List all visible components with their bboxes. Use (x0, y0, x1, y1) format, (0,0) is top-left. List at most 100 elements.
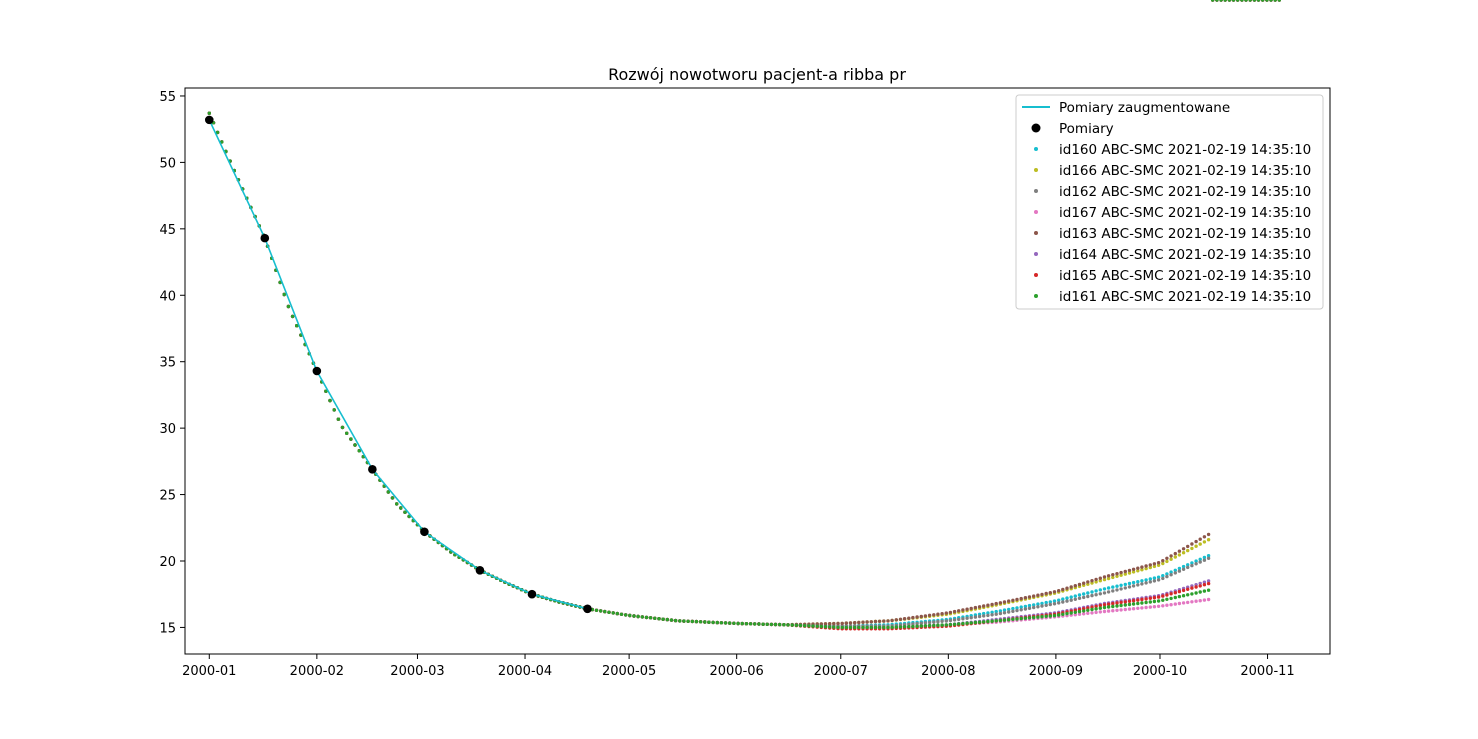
model-point (882, 625, 886, 630)
model-point (328, 398, 332, 403)
series-id162 (207, 0, 1281, 628)
y-tick-label: 25 (159, 489, 176, 504)
model-point (1211, 0, 1215, 2)
model-point (669, 618, 674, 622)
model-point (1094, 607, 1098, 611)
model-point (932, 620, 936, 624)
model-point (915, 624, 919, 628)
model-point (324, 389, 328, 393)
model-point (1040, 604, 1044, 608)
model-point (1057, 589, 1061, 593)
model-point (982, 614, 986, 618)
model-point (1119, 587, 1123, 591)
model-point (757, 622, 761, 626)
model-point (1202, 555, 1207, 560)
model-point (1144, 605, 1148, 610)
model-point (894, 618, 898, 622)
model-point (902, 617, 907, 621)
model-point (1181, 601, 1186, 605)
model-point (1186, 587, 1190, 591)
model-point (1190, 563, 1194, 568)
model-point (1181, 567, 1186, 571)
model-point (332, 408, 336, 412)
model-point (1136, 606, 1140, 610)
model-point (1131, 599, 1136, 603)
measurement-point (260, 233, 270, 243)
model-point (982, 604, 986, 608)
model-point (1248, 0, 1252, 2)
model-point (973, 620, 978, 625)
model-point (1115, 588, 1119, 592)
model-point (753, 622, 757, 626)
model-point (957, 622, 961, 626)
model-point (840, 625, 844, 630)
x-tick-label: 2000-05 (602, 664, 656, 679)
model-point (1061, 612, 1065, 616)
model-point (1198, 581, 1202, 586)
y-axis-ticks: 15 20 25 30 35 40 45 50 55 (159, 90, 185, 636)
model-point (952, 622, 957, 626)
model-point (1136, 598, 1140, 602)
model-point (1111, 585, 1115, 589)
model-point (1156, 599, 1161, 603)
model-point (819, 624, 823, 629)
model-point (1127, 585, 1132, 589)
model-point (1077, 609, 1082, 614)
model-point (1061, 587, 1065, 592)
model-point (832, 625, 836, 629)
model-point (723, 621, 728, 625)
model-point (1048, 614, 1053, 618)
model-point (1082, 592, 1086, 596)
model-point (349, 437, 353, 441)
model-point (990, 610, 994, 614)
model-point (345, 431, 349, 435)
model-point (1206, 579, 1211, 583)
model-point (390, 496, 395, 500)
model-point (932, 623, 936, 628)
model-point (848, 625, 853, 630)
model-point (990, 613, 994, 617)
model-point (1186, 600, 1190, 605)
model-point (1144, 600, 1148, 605)
model-point (1086, 608, 1090, 612)
model-point (673, 618, 678, 623)
model-point (1094, 593, 1098, 597)
x-tick-label: 2000-11 (1240, 664, 1294, 679)
x-tick-label: 2000-07 (814, 664, 868, 679)
chart-title: Rozwój nowotworu pacjent-a ribba pr (608, 65, 906, 84)
model-point (923, 621, 928, 625)
model-point (782, 623, 786, 627)
model-point (711, 620, 715, 625)
model-point (1148, 580, 1153, 584)
model-point (1198, 599, 1202, 603)
model-point (1173, 568, 1178, 572)
model-point (936, 623, 940, 627)
x-tick-label: 2000-09 (1029, 664, 1083, 679)
model-point (957, 609, 961, 613)
model-point (1190, 542, 1194, 546)
model-point (698, 620, 703, 624)
model-point (1144, 581, 1148, 585)
model-point (1123, 586, 1128, 590)
model-point (1090, 579, 1094, 583)
model-point (1152, 562, 1157, 566)
model-point (1181, 564, 1186, 569)
model-point (1111, 604, 1115, 609)
model-point (1094, 577, 1098, 582)
model-point (902, 625, 907, 629)
model-point (1115, 608, 1119, 612)
model-point (998, 611, 1003, 616)
model-point (732, 621, 736, 625)
model-point (1090, 590, 1094, 594)
measurement-point (475, 565, 485, 575)
model-point (994, 619, 998, 623)
model-point (857, 625, 861, 630)
series-id164 (207, 0, 1281, 630)
model-point (828, 625, 832, 629)
measurement-point (204, 115, 214, 125)
model-point (1173, 555, 1178, 559)
model-point (1169, 596, 1173, 601)
x-tick-label: 2000-10 (1133, 664, 1187, 679)
model-point (1194, 591, 1198, 595)
model-point (1044, 603, 1048, 607)
